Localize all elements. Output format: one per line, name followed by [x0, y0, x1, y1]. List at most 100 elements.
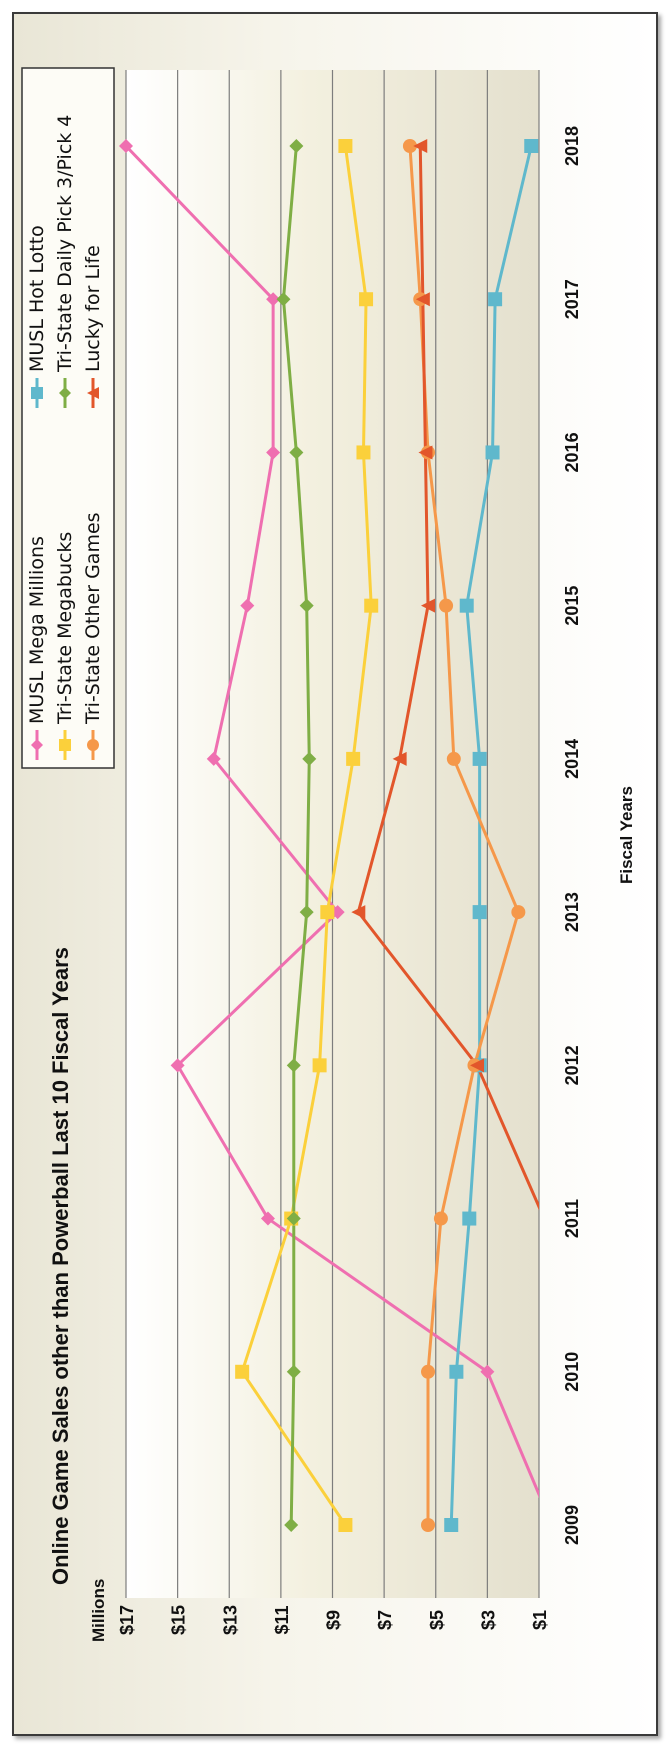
data-point: [524, 139, 539, 153]
data-point: [320, 905, 335, 920]
series-line: [356, 145, 539, 1211]
legend-item: Tri-State Daily Pick 3/Pick 4: [54, 115, 76, 408]
data-point: [346, 751, 361, 766]
x-tick-labels: 2009 2010 2011 2012 2013 2014 2015 2016 2017 2018: [562, 126, 582, 1545]
x-tick-label: 2015: [562, 586, 582, 626]
data-point: [266, 445, 281, 460]
y-tick-label: $9: [324, 1610, 344, 1630]
legend-item: Lucky for Life: [82, 245, 104, 408]
data-point: [356, 445, 371, 460]
data-point: [446, 751, 461, 766]
data-point: [338, 1518, 353, 1532]
data-point: [511, 905, 526, 920]
data-point: [472, 751, 487, 766]
data-point: [59, 387, 71, 399]
data-point: [421, 1364, 436, 1379]
x-tick-label: 2014: [562, 739, 582, 779]
x-tick-label: 2013: [562, 892, 582, 932]
data-point: [338, 139, 353, 153]
legend-label: Tri-State Daily Pick 3/Pick 4: [54, 115, 76, 373]
gridlines: [125, 70, 540, 1598]
legend-item: MUSL Hot Lotto: [26, 225, 48, 408]
series-line: [281, 145, 311, 1526]
legend-label: Tri-State Megabucks: [54, 532, 76, 725]
data-point: [359, 292, 374, 307]
data-point: [312, 1058, 327, 1073]
x-tick-label: 2018: [562, 126, 582, 166]
data-point: [421, 1518, 436, 1532]
legend-box: [21, 67, 115, 769]
legend-item: Tri-State Megabucks: [54, 532, 76, 760]
data-point: [444, 1518, 459, 1532]
y-tick-label: $5: [427, 1610, 447, 1630]
data-point: [206, 751, 221, 766]
data-point: [119, 139, 133, 153]
series-line: [240, 145, 373, 1526]
data-point: [302, 751, 317, 766]
data-point: [266, 292, 281, 307]
data-point: [439, 598, 454, 613]
y-tick-label: $7: [375, 1610, 395, 1630]
data-point: [289, 139, 304, 153]
data-point: [421, 598, 436, 613]
data-point: [364, 598, 379, 613]
x-axis-title: Fiscal Years: [617, 786, 636, 884]
data-point: [462, 1211, 477, 1226]
data-point: [276, 292, 291, 307]
y-tick-label: $1: [530, 1610, 550, 1630]
legend-label: Lucky for Life: [82, 245, 104, 372]
legend: MUSL Mega Millions MUSL Hot Lotto Tri-Stat…: [21, 67, 115, 769]
data-point: [87, 739, 99, 751]
x-tick-label: 2012: [562, 1045, 582, 1085]
data-point: [418, 445, 433, 460]
data-point: [433, 1211, 448, 1226]
data-point: [260, 1211, 275, 1226]
y-tick-label: $13: [220, 1605, 240, 1635]
marker-layer: [119, 139, 539, 1532]
y-axis-title: Millions: [89, 1579, 108, 1642]
data-point: [470, 1058, 485, 1073]
series-layer: [126, 144, 539, 1526]
data-point: [480, 1364, 495, 1379]
series-line: [449, 145, 533, 1526]
data-point: [402, 139, 417, 153]
data-point: [59, 739, 71, 751]
data-point: [31, 739, 43, 751]
y-tick-labels: $17 $15 $13 $11 $9 $7 $5 $3 $1: [117, 1605, 550, 1635]
data-point: [299, 598, 314, 613]
data-point: [459, 598, 474, 613]
data-point: [488, 292, 503, 307]
data-point: [87, 387, 99, 399]
legend-label: MUSL Hot Lotto: [26, 225, 48, 372]
data-point: [31, 387, 43, 399]
legend-label: MUSL Mega Millions: [26, 536, 48, 724]
data-point: [415, 292, 430, 307]
data-point: [413, 139, 428, 153]
data-point: [472, 905, 487, 920]
data-point: [286, 1058, 301, 1073]
data-point: [392, 751, 407, 766]
data-point: [351, 905, 366, 920]
data-point: [299, 905, 314, 920]
data-point: [485, 445, 500, 460]
x-tick-label: 2016: [562, 432, 582, 472]
y-tick-label: $15: [169, 1605, 189, 1635]
y-tick-label: $3: [478, 1610, 498, 1630]
data-point: [286, 1364, 301, 1379]
x-tick-label: 2009: [562, 1505, 582, 1545]
data-point: [170, 1058, 185, 1073]
series-line: [126, 144, 539, 1499]
data-point: [449, 1364, 464, 1379]
data-point: [284, 1518, 299, 1532]
y-tick-label: $11: [272, 1605, 292, 1634]
x-tick-label: 2011: [562, 1199, 582, 1238]
y-tick-label: $17: [117, 1605, 137, 1635]
data-point: [240, 598, 255, 613]
legend-item: Tri-State Other Games: [82, 512, 104, 760]
chart-title: Online Game Sales other than Powerball L…: [48, 947, 73, 1585]
legend-item: MUSL Mega Millions: [26, 536, 48, 760]
data-point: [286, 1211, 301, 1226]
data-point: [235, 1364, 250, 1379]
legend-label: Tri-State Other Games: [82, 512, 104, 725]
